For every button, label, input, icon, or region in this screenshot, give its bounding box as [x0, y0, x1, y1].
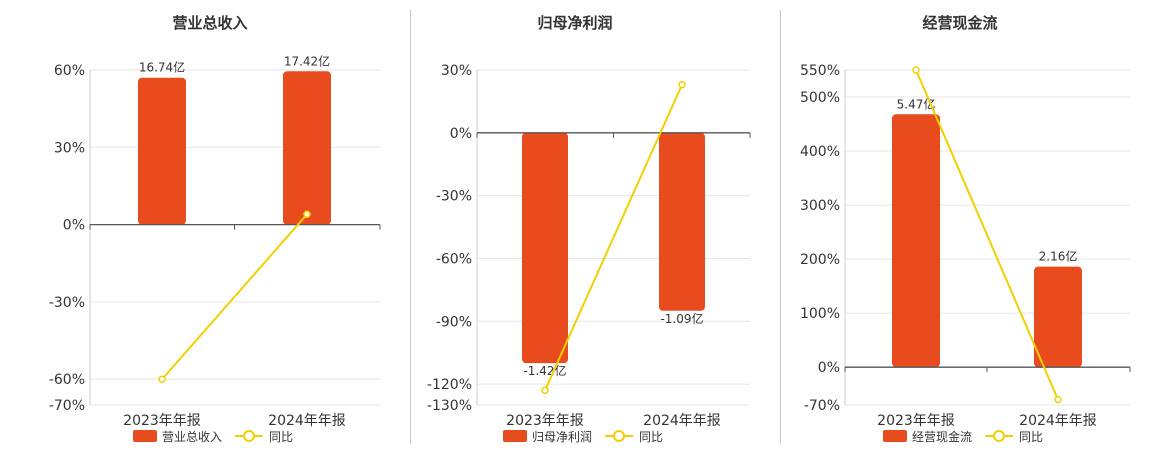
- legend-line-marker: [993, 430, 1005, 442]
- chart-title: 营业总收入: [172, 14, 247, 32]
- x-category-label: 2023年年报: [506, 413, 584, 429]
- yoy-line: [161, 213, 308, 380]
- bar: [892, 114, 940, 368]
- legend-bar-label: 营业总收入: [162, 430, 222, 444]
- bar-value-label: -1.09亿: [660, 311, 703, 326]
- x-category-label: 2023年年报: [123, 413, 201, 429]
- y-tick-label: 60%: [54, 63, 85, 79]
- yoy-point: [912, 66, 920, 74]
- y-tick-label: 0%: [450, 126, 472, 142]
- y-tick-label: 0%: [818, 360, 840, 376]
- legend-bar-label: 经营现金流: [912, 429, 972, 444]
- yoy-line: [544, 84, 683, 391]
- bar: [138, 77, 186, 225]
- chart-title: 经营现金流: [922, 14, 997, 32]
- panel-divider: [780, 10, 781, 444]
- y-tick-label: -30%: [49, 295, 85, 311]
- y-tick-label: 0%: [63, 218, 85, 234]
- y-tick-label: -120%: [427, 377, 472, 393]
- bar-value-label: 17.42亿: [284, 53, 330, 68]
- legend-line-marker: [613, 430, 625, 442]
- yoy-point: [678, 80, 686, 89]
- legend-bar-swatch: [883, 430, 907, 442]
- bar: [659, 132, 705, 311]
- y-tick-label: 550%: [800, 63, 840, 79]
- bar: [1034, 266, 1082, 368]
- y-tick-label: -70%: [49, 398, 85, 414]
- y-tick-label: -60%: [436, 251, 472, 267]
- x-category-label: 2024年年报: [268, 413, 346, 429]
- legend-line-label: 同比: [269, 430, 293, 444]
- legend-line-label: 同比: [639, 430, 663, 444]
- legend-line-label: 同比: [1019, 430, 1043, 444]
- yoy-point: [541, 386, 549, 395]
- bar-value-label: 16.74亿: [139, 60, 185, 75]
- y-tick-label: 30%: [441, 63, 472, 79]
- y-tick-label: 400%: [800, 144, 840, 160]
- legend-bar-swatch: [503, 430, 527, 442]
- x-category-label: 2023年年报: [877, 413, 955, 429]
- y-tick-label: 200%: [800, 252, 840, 268]
- y-tick-label: -130%: [427, 398, 472, 414]
- yoy-point: [158, 375, 166, 383]
- legend-line-marker: [243, 430, 255, 442]
- x-category-label: 2024年年报: [643, 413, 721, 429]
- bar-value-label: 5.47亿: [897, 96, 936, 111]
- legend-bar-swatch: [133, 430, 157, 442]
- y-tick-label: -60%: [49, 372, 85, 388]
- y-tick-label: -30%: [436, 189, 472, 205]
- y-tick-label: 500%: [800, 90, 840, 106]
- bar-value-label: 2.16亿: [1039, 249, 1078, 264]
- yoy-point: [303, 210, 311, 219]
- panel-divider: [410, 10, 411, 444]
- y-tick-label: 300%: [800, 198, 840, 214]
- y-tick-label: 100%: [800, 306, 840, 322]
- yoy-line: [915, 69, 1059, 400]
- chart-title: 归母净利润: [537, 14, 612, 32]
- y-tick-label: 30%: [54, 140, 85, 156]
- legend-bar-label: 归母净利润: [532, 430, 592, 444]
- bar: [522, 132, 568, 364]
- bar: [283, 71, 331, 225]
- bar-value-label: -1.42亿: [523, 363, 566, 378]
- x-category-label: 2024年年报: [1019, 413, 1097, 429]
- y-tick-label: -90%: [436, 314, 472, 330]
- y-tick-label: -70%: [804, 398, 840, 414]
- yoy-point: [1054, 395, 1062, 404]
